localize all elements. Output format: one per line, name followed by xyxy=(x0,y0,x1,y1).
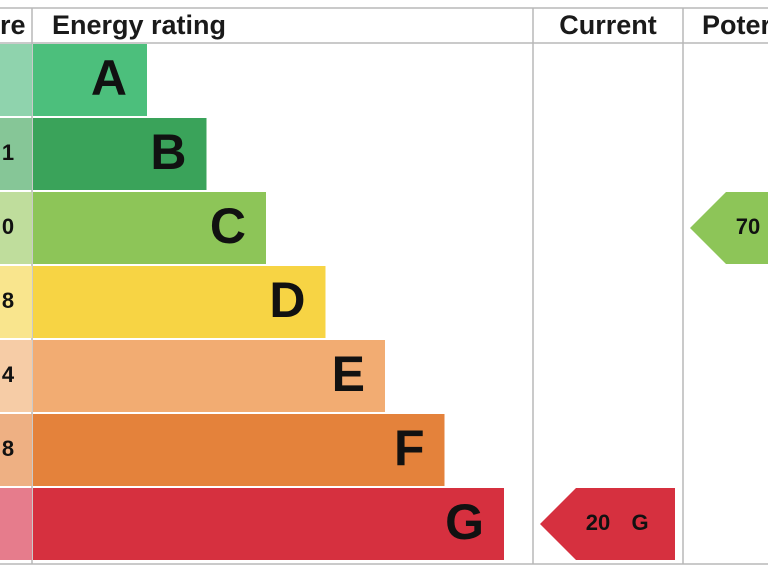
band-letter: D xyxy=(269,272,305,328)
band-bar xyxy=(33,340,385,412)
rating-arrow xyxy=(540,488,675,560)
current-header: Current xyxy=(559,10,657,40)
score-cell xyxy=(0,192,32,264)
band-letter: E xyxy=(332,346,365,402)
band-range: 0 xyxy=(2,214,14,239)
score-header: re xyxy=(0,10,26,40)
band-bar xyxy=(33,44,147,116)
band-bar xyxy=(33,488,504,560)
band-letter: F xyxy=(394,420,425,476)
band-range: 8 xyxy=(2,436,14,461)
band-letter: A xyxy=(91,50,127,106)
score-cell xyxy=(0,266,32,338)
band-letter: G xyxy=(445,494,484,550)
current-band: G xyxy=(631,510,648,535)
band-letter: B xyxy=(150,124,186,180)
score-cell xyxy=(0,488,32,560)
band-bar xyxy=(33,266,326,338)
potential-value: 70 xyxy=(736,214,760,239)
rating-header: Energy rating xyxy=(52,10,226,40)
band-range: 8 xyxy=(2,288,14,313)
score-cell xyxy=(0,118,32,190)
band-bar xyxy=(33,118,207,190)
rating-arrow xyxy=(690,192,768,264)
score-cell xyxy=(0,44,32,116)
band-letter: C xyxy=(210,198,246,254)
band-bar xyxy=(33,414,445,486)
potential-header: Poter xyxy=(702,10,768,40)
score-cell xyxy=(0,414,32,486)
band-bar xyxy=(33,192,266,264)
score-cell xyxy=(0,340,32,412)
current-value: 20 xyxy=(586,510,610,535)
band-range: 4 xyxy=(2,362,15,387)
band-range: 1 xyxy=(2,140,14,165)
